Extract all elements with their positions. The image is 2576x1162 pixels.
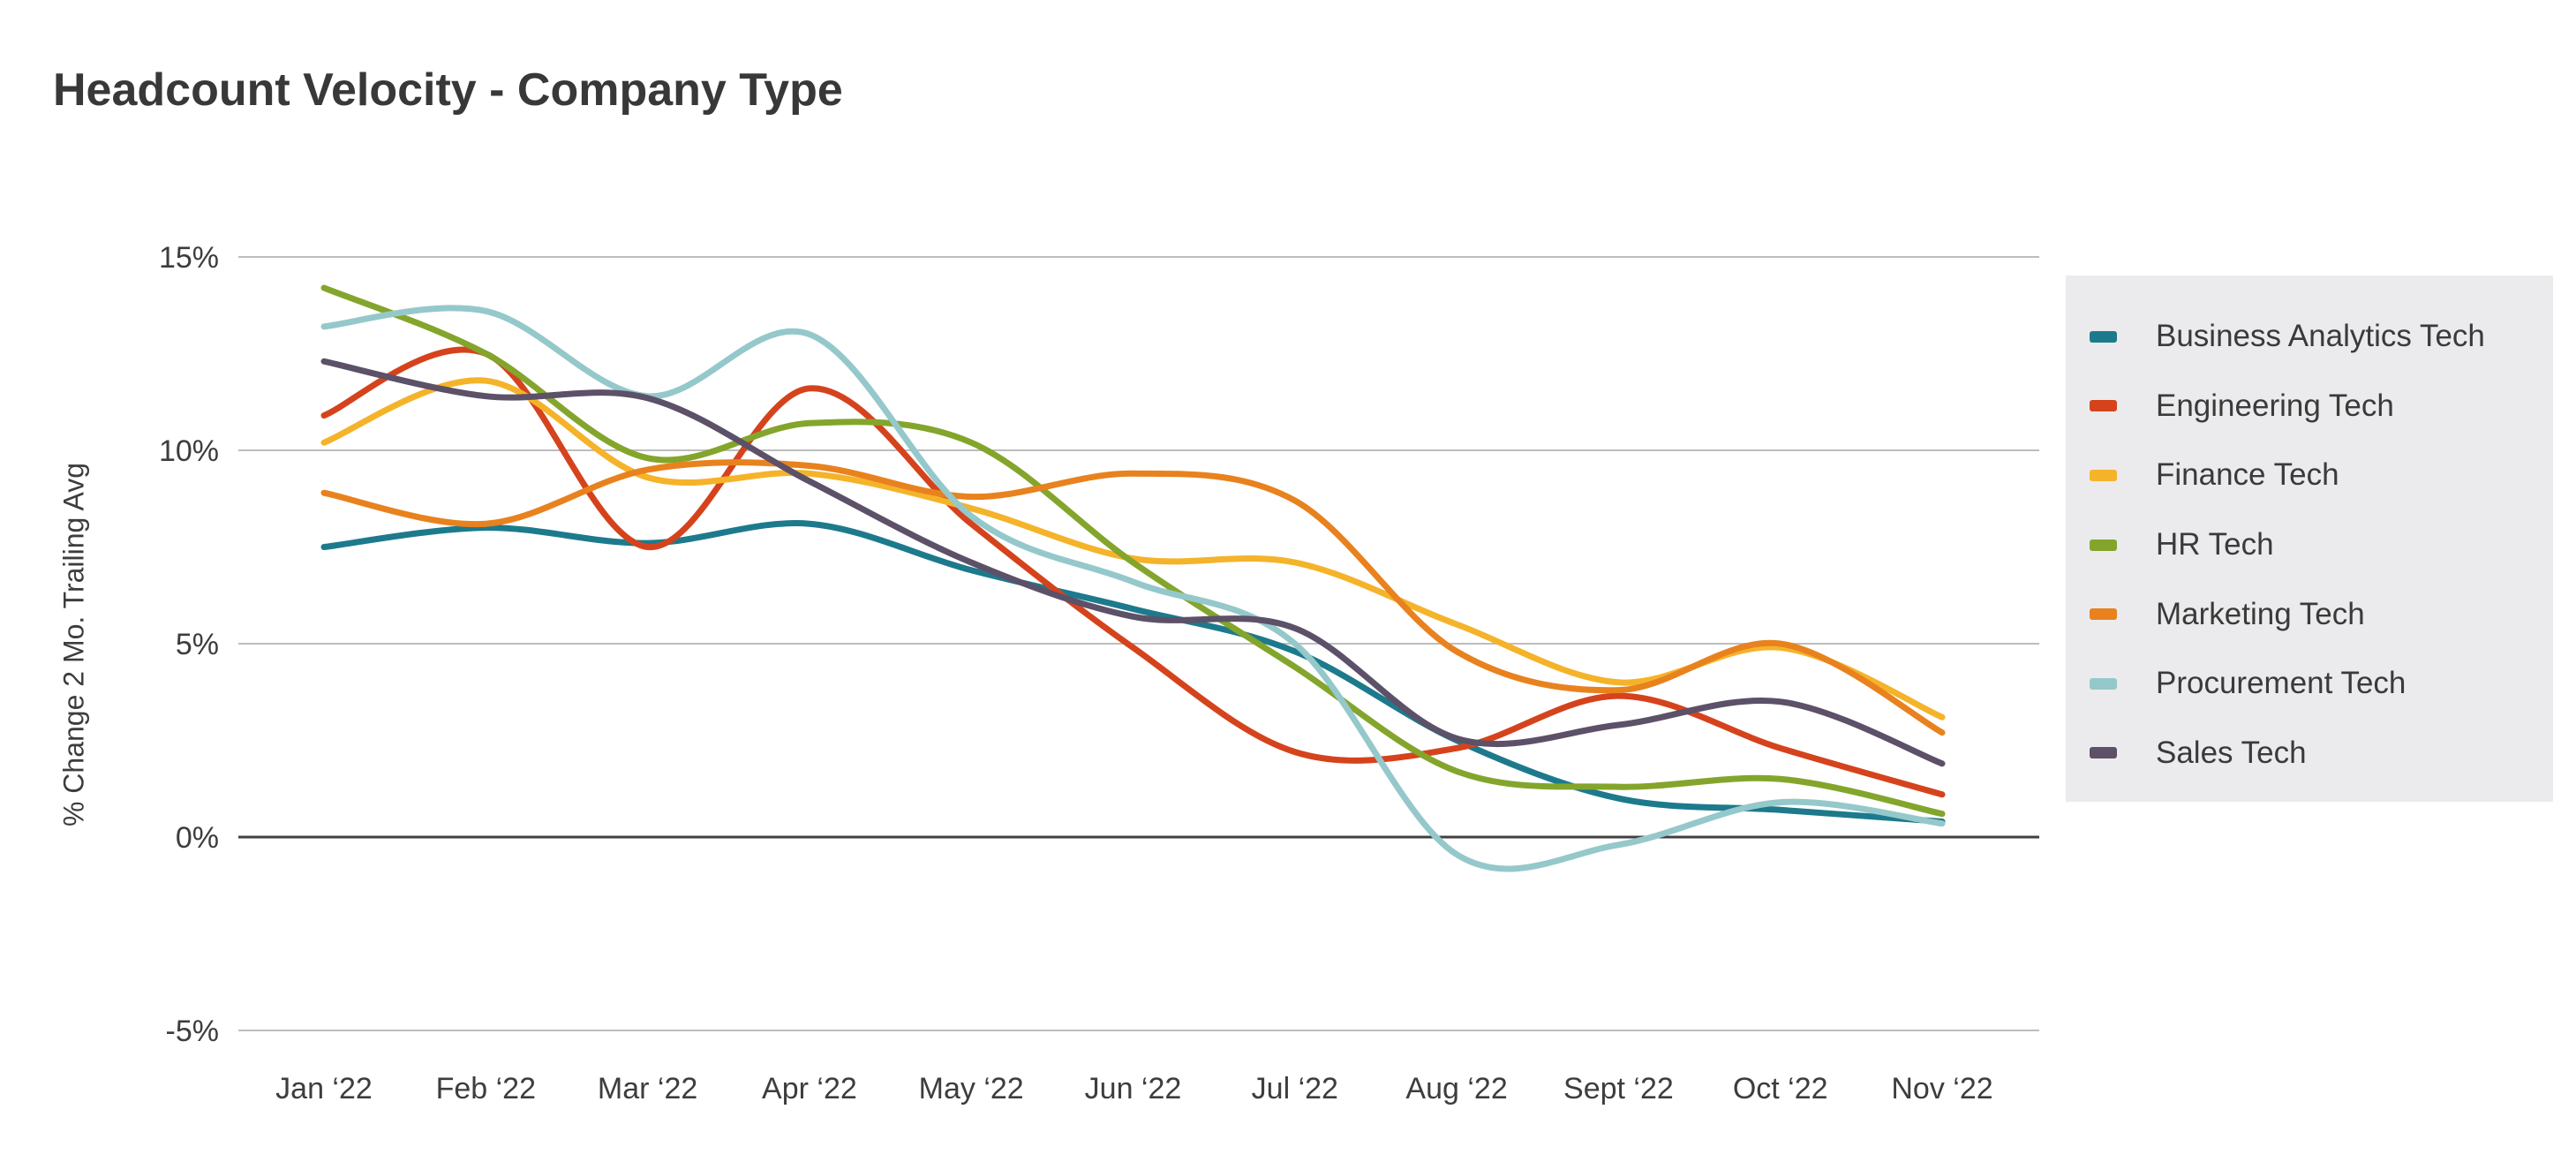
series-line-hr-tech[interactable] xyxy=(320,284,1946,818)
legend-swatch-icon xyxy=(2090,330,2117,343)
legend-swatch-icon xyxy=(2090,677,2117,690)
x-tick-label: Oct ‘22 xyxy=(1733,1072,1828,1105)
legend-label: Engineering Tech xyxy=(2156,388,2394,423)
legend: Business Analytics Tech Engineering Tech F… xyxy=(2066,275,2553,802)
legend-swatch-icon xyxy=(2090,469,2117,481)
series-line-business-analytics-tech[interactable] xyxy=(320,520,1946,825)
legend-label: Sales Tech xyxy=(2156,735,2307,770)
legend-item-engineering-tech[interactable]: Engineering Tech xyxy=(2066,372,2553,441)
legend-swatch-icon xyxy=(2090,608,2117,621)
series-line-marketing-tech[interactable] xyxy=(320,459,1946,736)
legend-label: Finance Tech xyxy=(2156,457,2339,493)
x-tick-label: Apr ‘22 xyxy=(762,1072,857,1105)
series-line-engineering-tech[interactable] xyxy=(320,346,1946,798)
legend-label: Business Analytics Tech xyxy=(2156,319,2485,354)
series-line-procurement-tech[interactable] xyxy=(320,305,1946,872)
chart-title: Headcount Velocity - Company Type xyxy=(53,64,843,116)
legend-item-procurement-tech[interactable]: Procurement Tech xyxy=(2066,649,2553,719)
x-tick-label: Feb ‘22 xyxy=(436,1072,536,1105)
y-tick-label: 15% xyxy=(159,241,219,275)
series-line-sales-tech[interactable] xyxy=(320,358,1946,767)
x-tick-label: Jun ‘22 xyxy=(1085,1072,1182,1105)
x-tick-label: Jan ‘22 xyxy=(275,1072,373,1105)
legend-item-finance-tech[interactable]: Finance Tech xyxy=(2066,441,2553,510)
x-tick-label: Jul ‘22 xyxy=(1252,1072,1338,1105)
y-tick-label: -5% xyxy=(166,1015,219,1048)
legend-label: Marketing Tech xyxy=(2156,596,2365,631)
y-tick-label: 5% xyxy=(176,628,219,661)
legend-item-hr-tech[interactable]: HR Tech xyxy=(2066,510,2553,580)
x-tick-label: Sept ‘22 xyxy=(1563,1072,1674,1105)
x-tick-label: Nov ‘22 xyxy=(1891,1072,1992,1105)
legend-label: HR Tech xyxy=(2156,527,2274,562)
x-tick-label: Mar ‘22 xyxy=(598,1072,697,1105)
legend-item-marketing-tech[interactable]: Marketing Tech xyxy=(2066,579,2553,649)
legend-item-sales-tech[interactable]: Sales Tech xyxy=(2066,719,2553,788)
legend-swatch-icon xyxy=(2090,747,2117,759)
x-tick-label: May ‘22 xyxy=(919,1072,1024,1105)
legend-swatch-icon xyxy=(2090,539,2117,551)
legend-item-business-analytics-tech[interactable]: Business Analytics Tech xyxy=(2066,302,2553,372)
x-tick-label: Aug ‘22 xyxy=(1405,1072,1507,1105)
y-tick-label: 0% xyxy=(176,821,219,855)
legend-swatch-icon xyxy=(2090,400,2117,412)
legend-label: Procurement Tech xyxy=(2156,666,2407,701)
y-tick-label: 10% xyxy=(159,434,219,468)
